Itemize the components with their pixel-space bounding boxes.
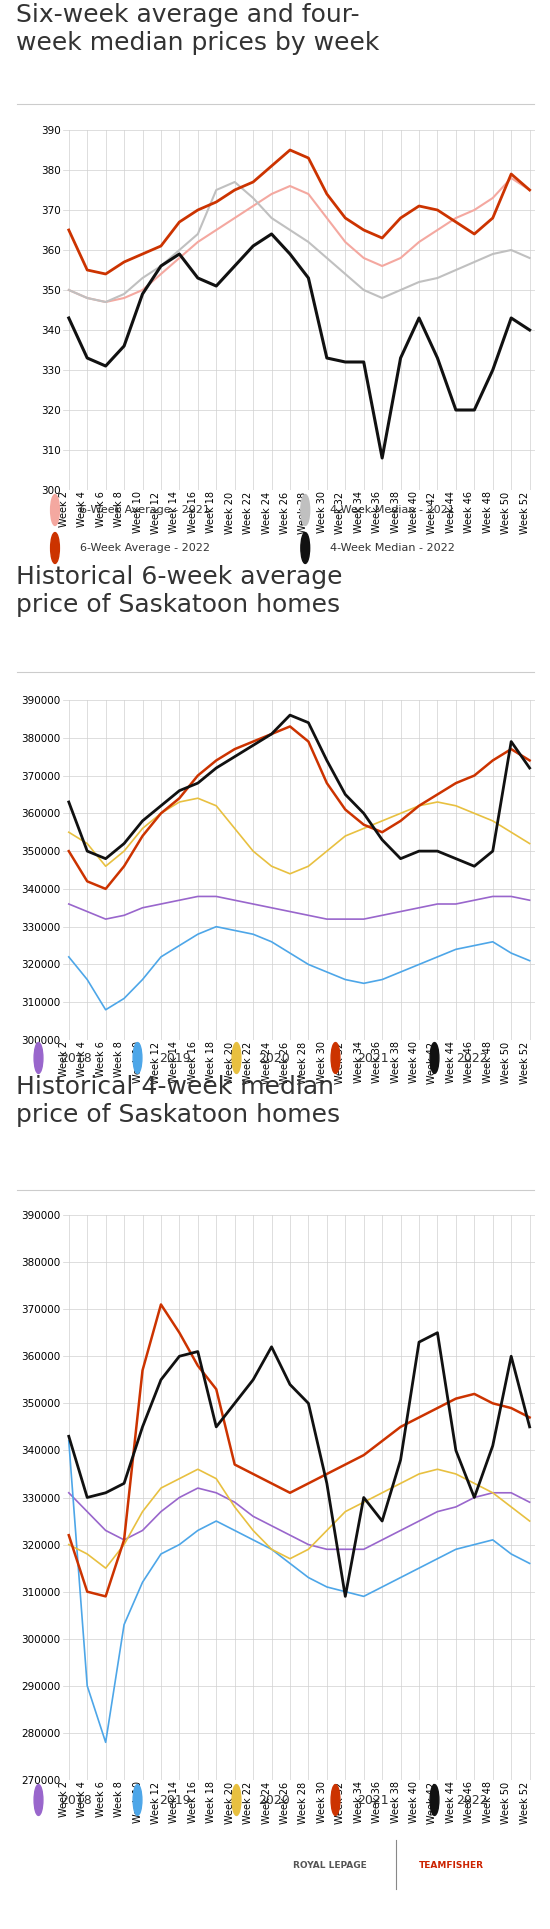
- Text: 2018: 2018: [60, 1794, 92, 1806]
- Text: 2019: 2019: [160, 1051, 191, 1065]
- Text: Six-week average and four-
week median prices by week: Six-week average and four- week median p…: [16, 2, 380, 54]
- Text: 2022: 2022: [456, 1051, 488, 1065]
- Text: 6-Week Average - 2022: 6-Week Average - 2022: [80, 542, 210, 554]
- Text: 2021: 2021: [358, 1794, 389, 1806]
- Text: Historical 4-week median
price of Saskatoon homes: Historical 4-week median price of Saskat…: [16, 1074, 340, 1127]
- Text: 2021: 2021: [358, 1051, 389, 1065]
- Text: 2020: 2020: [258, 1051, 290, 1065]
- Text: 4-Week Median - 2021: 4-Week Median - 2021: [330, 505, 455, 515]
- Text: 4-Week Median - 2022: 4-Week Median - 2022: [330, 542, 455, 554]
- Text: Historical 6-week average
price of Saskatoon homes: Historical 6-week average price of Saska…: [16, 565, 343, 617]
- Text: 6-Week Average - 2021: 6-Week Average - 2021: [80, 505, 210, 515]
- Text: ROYAL LEPAGE: ROYAL LEPAGE: [293, 1861, 367, 1869]
- Text: 2019: 2019: [160, 1794, 191, 1806]
- Text: TEAMFISHER: TEAMFISHER: [419, 1861, 483, 1869]
- Text: 2020: 2020: [258, 1794, 290, 1806]
- Text: 2022: 2022: [456, 1794, 488, 1806]
- Text: 2018: 2018: [60, 1051, 92, 1065]
